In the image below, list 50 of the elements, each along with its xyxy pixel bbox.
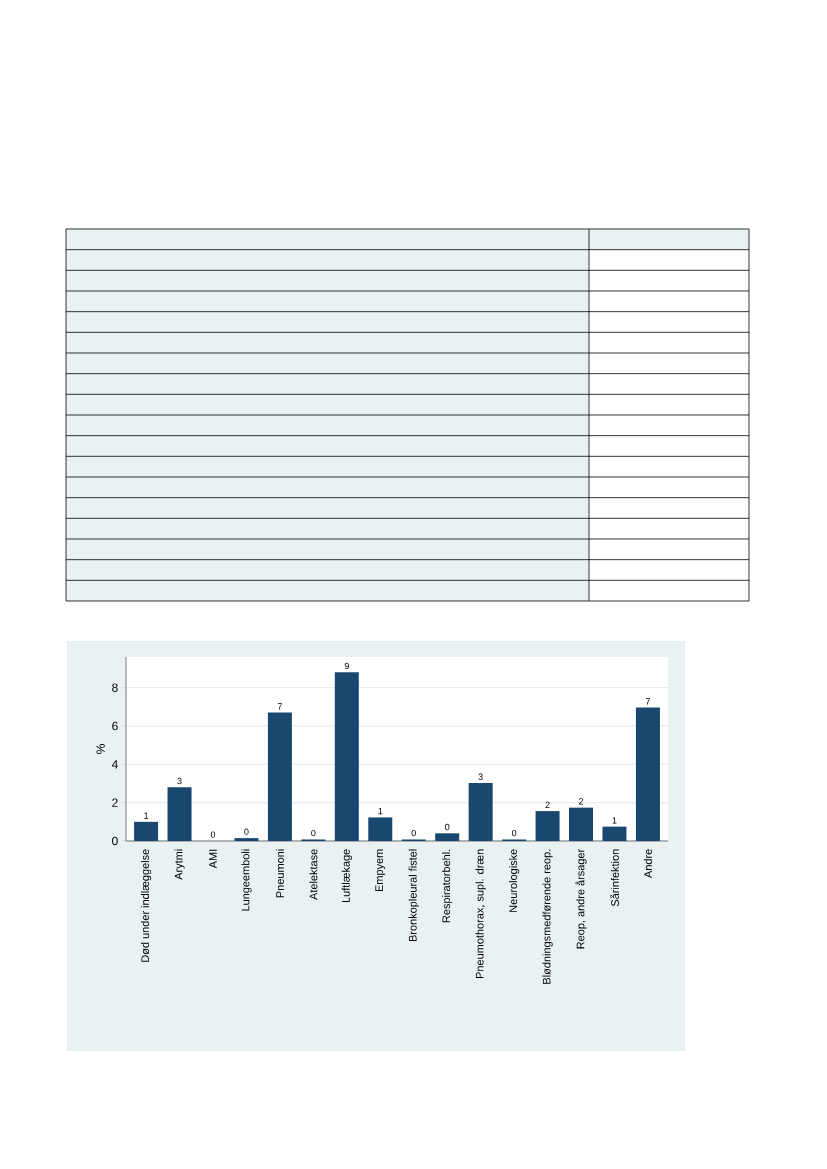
x-tick-label: Død under indlæggelse (140, 849, 152, 962)
data-label: 0 (210, 831, 216, 838)
bar (267, 712, 292, 841)
bar (167, 787, 192, 841)
x-tick-label: Neurologiske (509, 849, 520, 912)
x-tick-label: Blødningsmedførende reop. (542, 849, 553, 984)
y-tick-label: 2 (112, 798, 118, 807)
x-tick-label: Pneumothorax, supl. dræn (475, 849, 486, 979)
y-tick-label: 8 (112, 683, 118, 692)
y-tick-label: 6 (112, 721, 118, 731)
bar (435, 833, 460, 841)
data-label: 9 (344, 662, 349, 670)
bar (334, 672, 359, 841)
data-label: 3 (177, 777, 182, 785)
bar (535, 811, 560, 841)
x-tick-label: Respiratorbehl. (442, 849, 453, 923)
x-tick-label: Empyem (375, 849, 386, 892)
data-label: 7 (277, 703, 282, 710)
y-axis-title: % (96, 744, 105, 754)
bar (468, 783, 493, 841)
data-label: 2 (545, 801, 550, 808)
bar (569, 807, 594, 841)
bar (134, 821, 159, 841)
y-tick-label: 4 (111, 760, 118, 769)
data-label: 0 (445, 823, 450, 831)
bar (368, 817, 393, 841)
data-label: 7 (645, 698, 650, 705)
x-tick-label: Lungeemboli (241, 849, 252, 911)
data-label: 3 (478, 773, 483, 780)
bar (602, 826, 627, 841)
data-label: 0 (411, 829, 416, 837)
x-tick-label: Luftlækage (341, 849, 352, 903)
bar (234, 838, 259, 841)
x-tick-label: AMI (209, 849, 217, 869)
x-tick-label: Sårinfektion (610, 849, 619, 907)
bar (635, 707, 660, 841)
x-tick-label: Arytmi (174, 849, 185, 880)
data-label: 1 (612, 817, 617, 824)
y-tick-label: 0 (112, 836, 118, 846)
x-tick-label: Andre (643, 849, 652, 878)
data-label: 0 (311, 829, 316, 837)
x-tick-label: Reop, andre årsager (575, 848, 587, 949)
x-tick-label: Bronkopleural fistel (408, 849, 419, 942)
data-label: 2 (578, 798, 584, 805)
x-tick-label: Atelektase (309, 849, 318, 900)
data-label: 0 (511, 829, 517, 837)
x-tick-label: Pneumoni (275, 849, 284, 898)
data-label: 0 (244, 828, 249, 835)
data-label: 1 (144, 812, 149, 819)
data-label: 1 (378, 808, 383, 815)
